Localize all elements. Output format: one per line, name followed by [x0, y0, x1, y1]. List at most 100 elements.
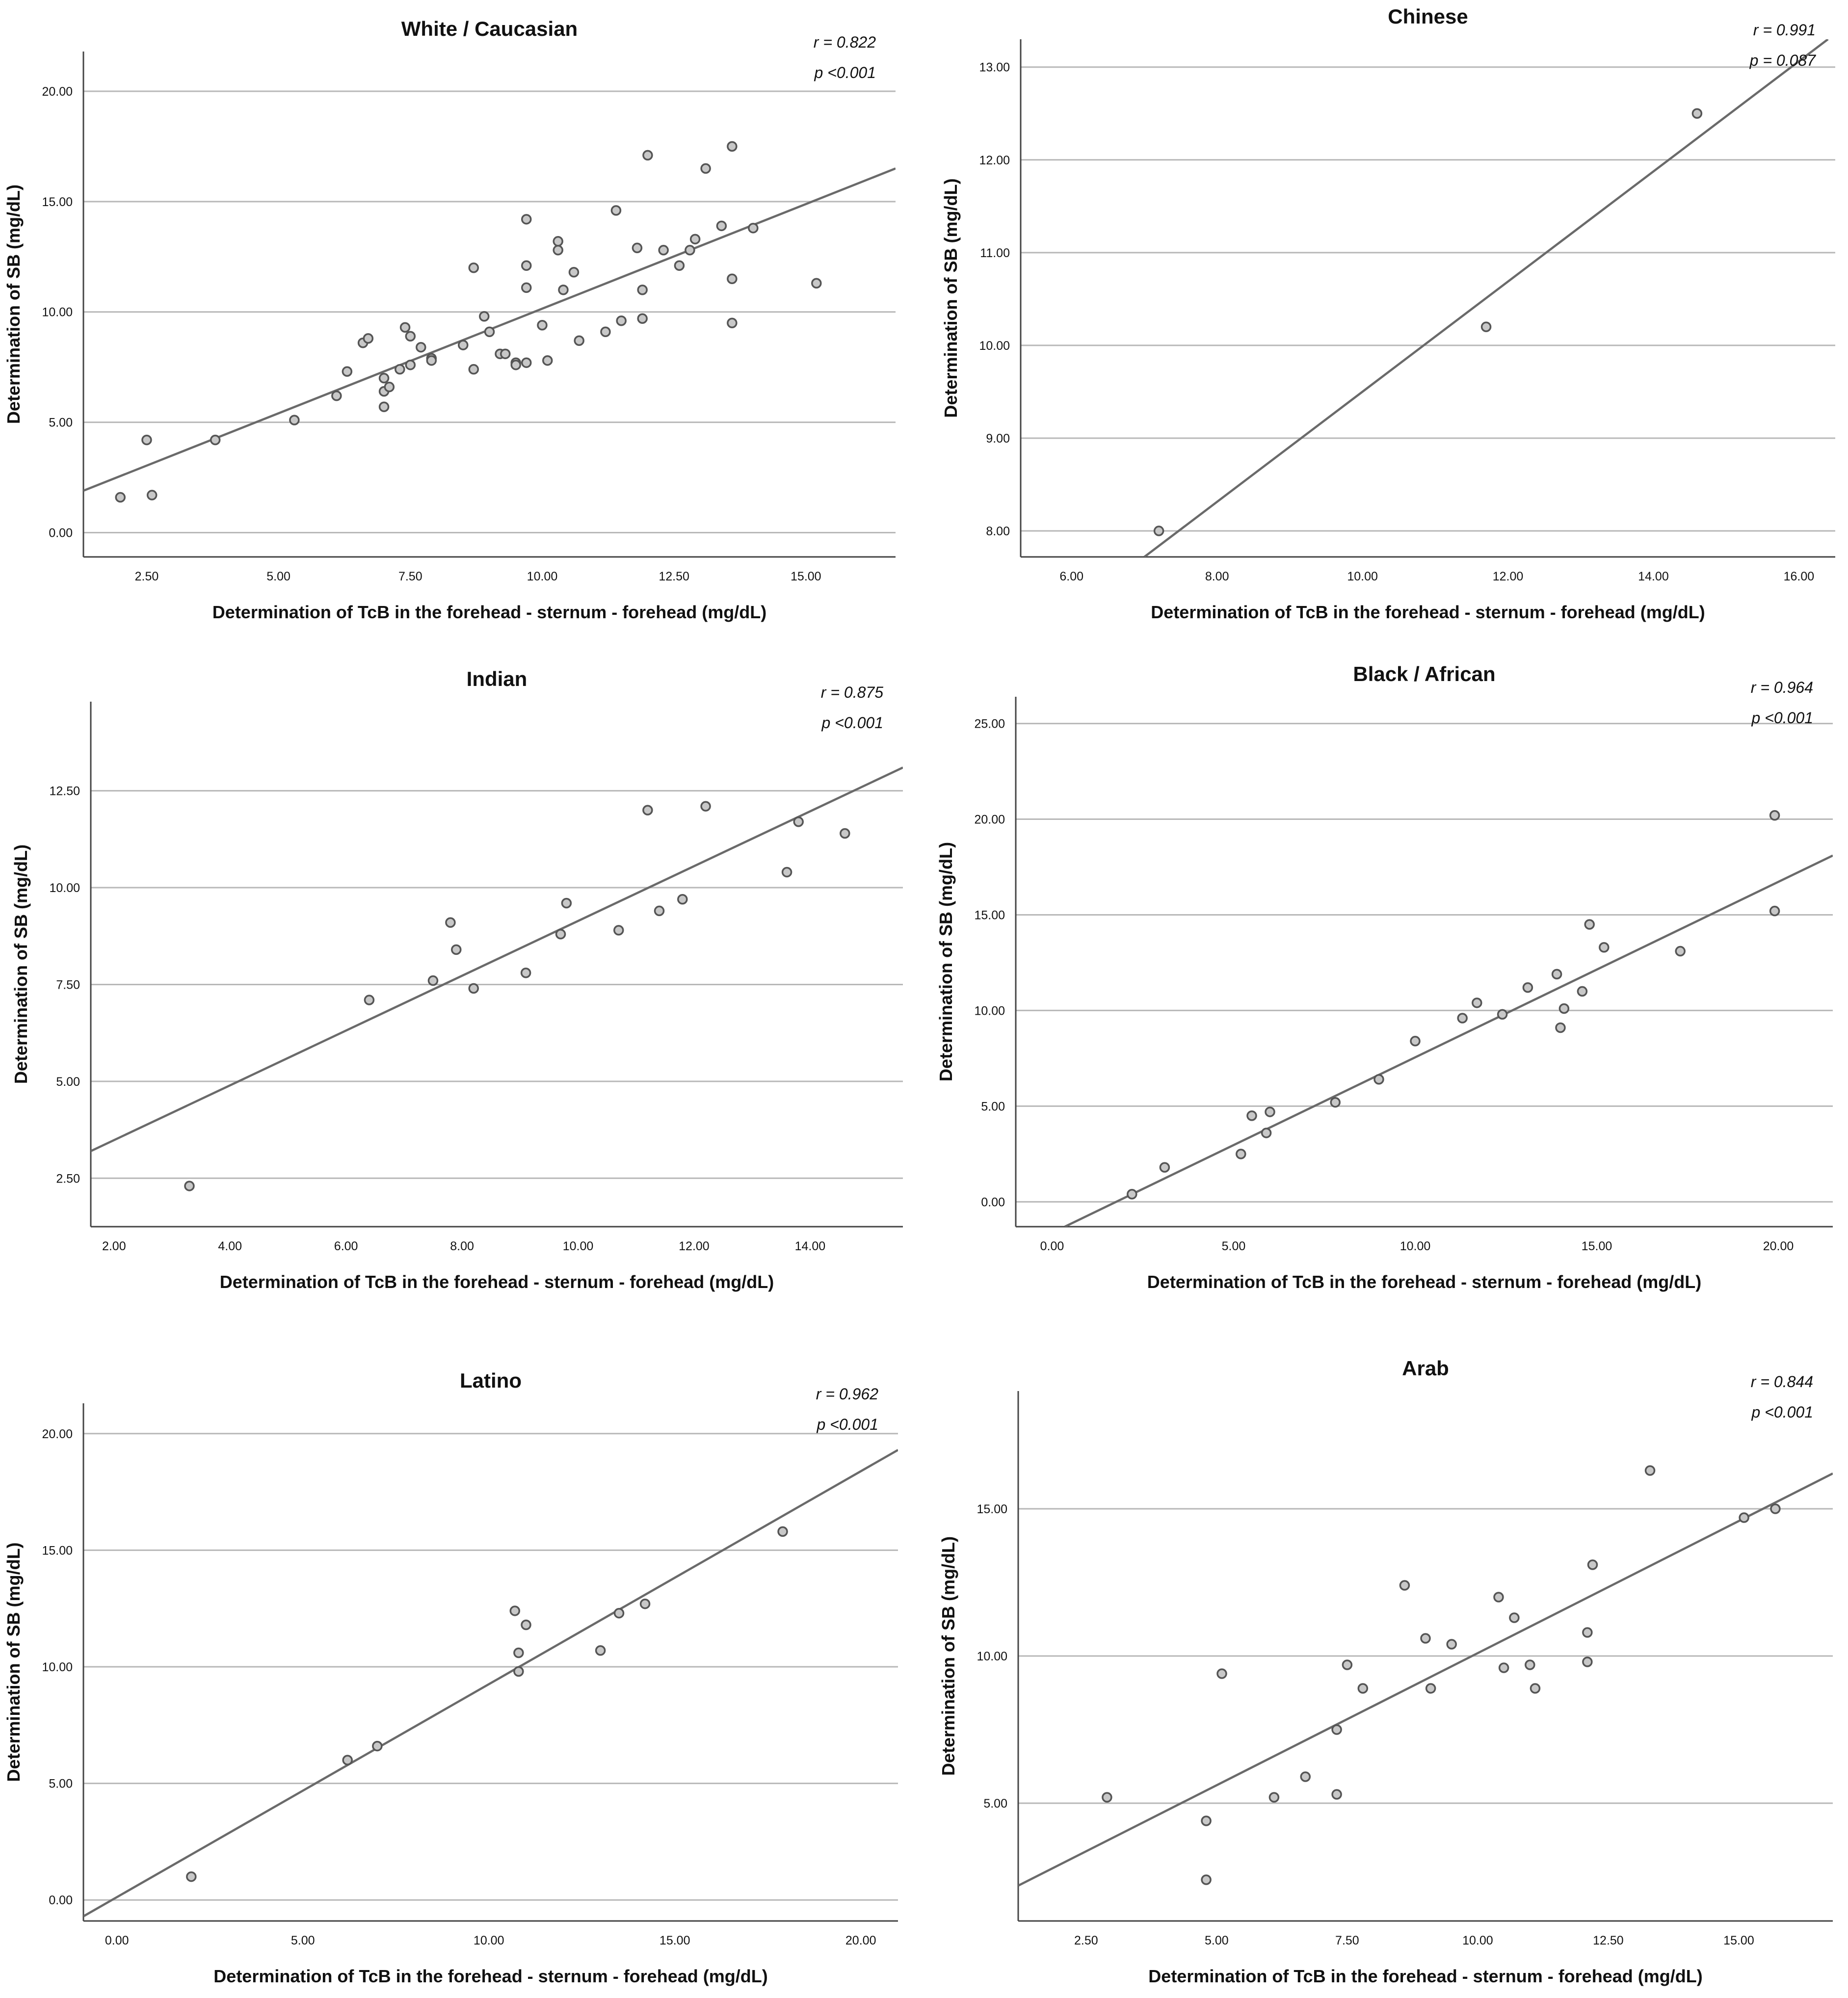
data-point: [405, 359, 416, 370]
data-point: [700, 163, 711, 174]
y-tick-label: 8.00: [986, 525, 1010, 538]
y-tick-label: 20.00: [42, 85, 73, 99]
data-point: [637, 285, 648, 295]
x-tick-label: 2.50: [1074, 1934, 1098, 1947]
x-tick-label: 10.00: [527, 570, 558, 583]
data-point: [186, 1871, 197, 1882]
x-tick-label: 5.00: [291, 1934, 315, 1947]
x-axis-label: Determination of TcB in the forehead - s…: [220, 1272, 774, 1292]
data-point: [1770, 1503, 1781, 1514]
chart-title: White / Caucasian: [401, 17, 578, 40]
data-point: [654, 905, 665, 917]
data-point: [1102, 1792, 1112, 1803]
data-point: [384, 381, 395, 393]
x-tick-label: 12.50: [659, 570, 689, 583]
x-tick-label: 10.00: [563, 1239, 594, 1253]
data-point: [479, 311, 490, 322]
data-point: [553, 245, 563, 256]
data-point: [1498, 1662, 1509, 1673]
data-point: [1582, 1627, 1593, 1638]
y-tick-label: 20.00: [42, 1427, 73, 1441]
data-point: [1373, 1074, 1384, 1085]
data-point: [1493, 1592, 1504, 1603]
x-tick-label: 16.00: [1784, 570, 1815, 583]
data-point: [1425, 1683, 1436, 1694]
data-point: [637, 313, 648, 324]
data-point: [1216, 1668, 1227, 1679]
data-point: [1330, 1097, 1341, 1108]
data-point: [595, 1645, 606, 1656]
data-point: [1331, 1724, 1342, 1735]
data-point: [1769, 905, 1780, 917]
y-tick-label: 11.00: [980, 246, 1010, 260]
data-point: [509, 1605, 521, 1616]
chart-title: Chinese: [1388, 5, 1468, 28]
y-tick-label: 25.00: [974, 717, 1005, 731]
y-tick-label: 10.00: [977, 1650, 1007, 1663]
y-tick-label: 5.00: [56, 1075, 80, 1089]
data-point: [689, 234, 701, 245]
data-point: [500, 348, 511, 359]
data-point: [1522, 982, 1533, 993]
data-point: [1497, 1009, 1508, 1020]
data-point: [1331, 1789, 1342, 1800]
x-tick-label: 14.00: [795, 1239, 826, 1253]
panel-white-caucasian: 0.00 5.00 10.00 15.00 20.00 2.50 5.00 7.50 10.00…: [3, 17, 896, 622]
stat-r: r = 0.844: [1751, 1373, 1813, 1391]
data-point: [141, 434, 152, 446]
x-tick-label: 5.00: [1205, 1934, 1229, 1947]
panel-arab: 5.00 10.00 15.00 2.50 5.00 7.50 10.00 12.50 15.0…: [938, 1357, 1833, 1986]
data-point: [574, 335, 584, 346]
y-tick-label: 10.00: [49, 881, 80, 895]
data-point: [210, 434, 221, 446]
data-point: [555, 929, 566, 940]
data-point: [632, 242, 643, 254]
y-tick-label: 5.00: [981, 1100, 1005, 1113]
data-point: [537, 319, 548, 331]
data-point: [748, 223, 759, 234]
data-point: [658, 245, 669, 256]
stat-p: p <0.001: [821, 714, 883, 732]
x-tick-label: 10.00: [1347, 570, 1378, 583]
x-tick-label: 0.00: [105, 1934, 129, 1947]
fit-line: [91, 766, 903, 1153]
x-tick-label: 20.00: [845, 1934, 876, 1947]
data-point: [642, 805, 653, 815]
panel-black-african: 0.00 5.00 10.00 15.00 20.00 25.00 0.00 5.00 10.0…: [936, 662, 1833, 1292]
y-tick-label: 13.00: [979, 61, 1010, 75]
x-tick-label: 15.00: [1723, 1934, 1754, 1947]
data-point: [642, 150, 653, 161]
data-point: [1691, 108, 1703, 119]
x-axis-label: Determination of TcB in the forehead - s…: [1151, 602, 1705, 622]
chart-title: Black / African: [1353, 662, 1495, 685]
data-point: [1558, 1003, 1570, 1014]
y-axis-label: Determination of SB (mg/dL): [941, 179, 961, 418]
data-point: [378, 372, 390, 384]
data-point: [700, 801, 711, 812]
data-point: [513, 1666, 524, 1677]
x-tick-label: 8.00: [450, 1239, 474, 1253]
data-point: [613, 1607, 625, 1619]
chart-title: Indian: [467, 667, 528, 690]
data-point: [1357, 1683, 1369, 1694]
y-tick-label: 5.00: [983, 1797, 1007, 1811]
x-tick-label: 0.00: [1040, 1239, 1064, 1253]
y-tick-label: 10.00: [974, 1004, 1005, 1018]
data-point: [811, 278, 822, 289]
data-point: [521, 282, 532, 293]
data-point: [289, 415, 300, 425]
data-point: [1530, 1683, 1541, 1694]
stat-r: r = 0.964: [1751, 679, 1813, 696]
x-tick-label: 5.00: [1222, 1239, 1246, 1253]
x-tick-label: 5.00: [266, 570, 290, 583]
data-point: [1410, 1036, 1421, 1047]
data-point: [378, 401, 390, 412]
panel-chinese: 8.00 9.00 10.00 11.00 12.00 13.00 6.00 8.00 10.0…: [941, 5, 1835, 622]
stat-p: p <0.001: [1751, 709, 1813, 727]
stat-r: r = 0.962: [816, 1385, 878, 1403]
stat-p: p <0.001: [814, 64, 876, 81]
y-tick-label: 7.50: [56, 978, 80, 992]
x-tick-label: 20.00: [1763, 1239, 1794, 1253]
y-tick-label: 5.00: [49, 416, 73, 430]
